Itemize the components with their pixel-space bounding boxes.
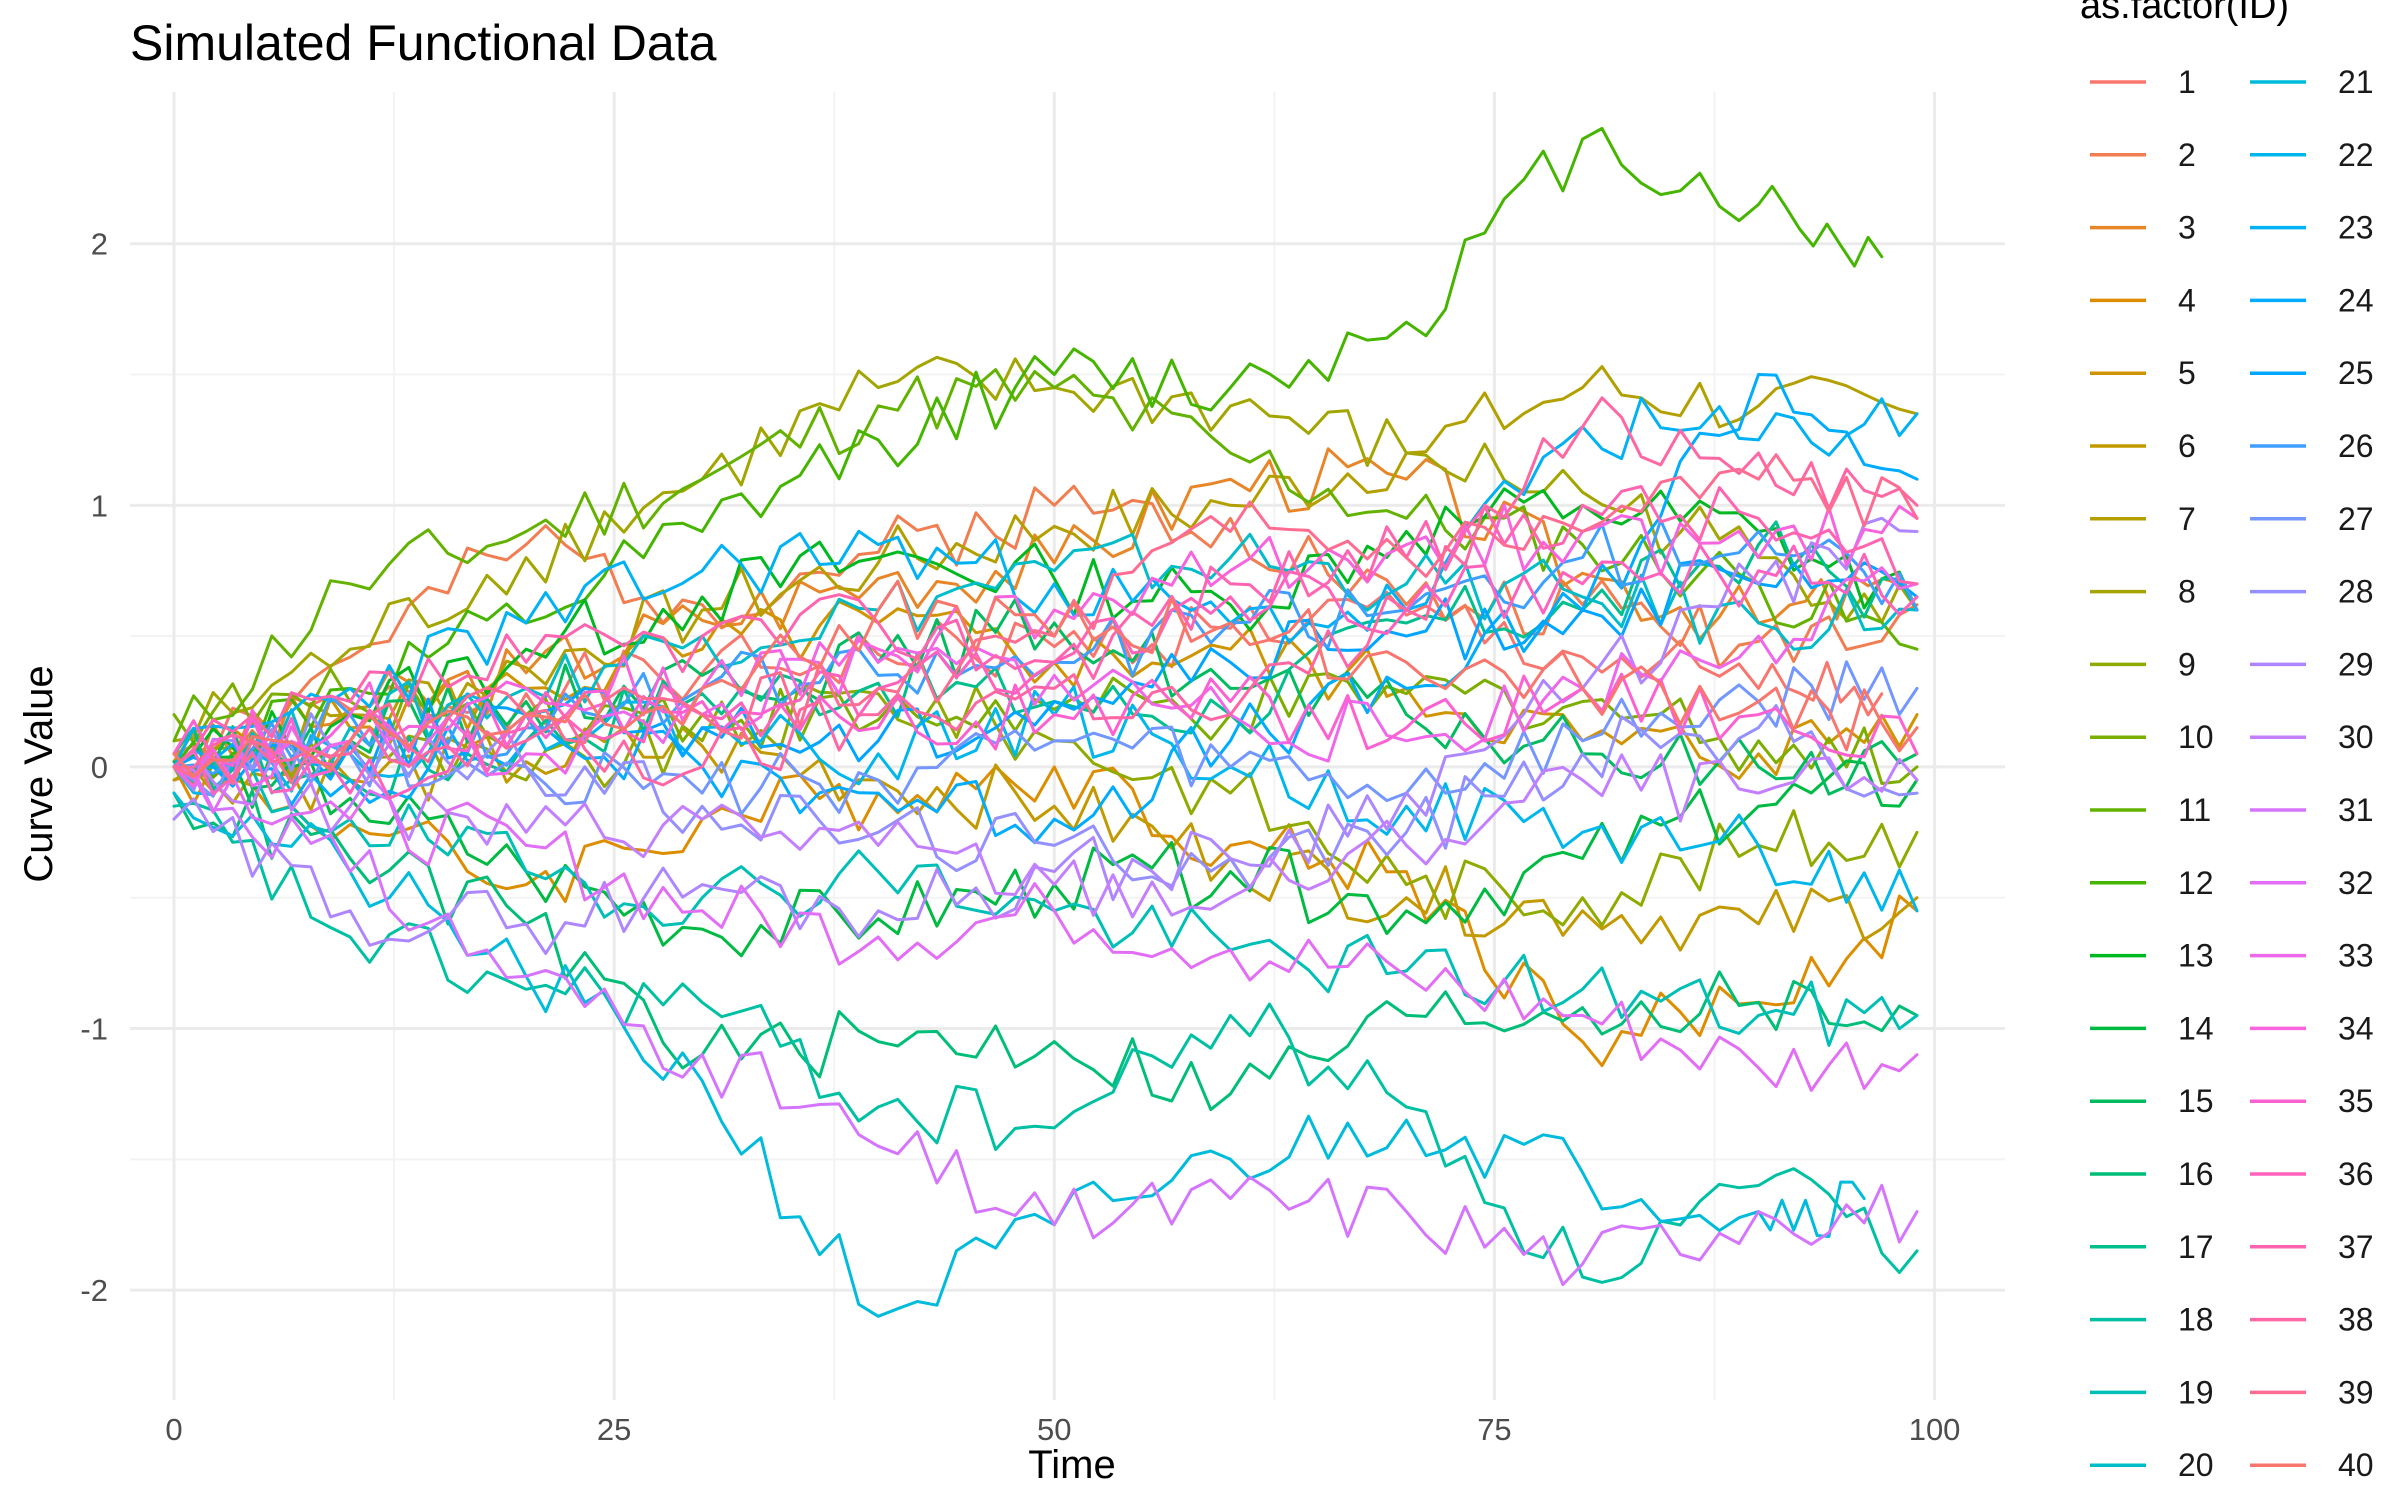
series-line-15 — [172, 598, 1919, 796]
legend-label-10: 10 — [2178, 719, 2214, 755]
series-line-3 — [172, 447, 1901, 782]
series-line-25 — [172, 559, 1919, 788]
legend-label-30: 30 — [2338, 719, 2374, 755]
legend-label-29: 29 — [2338, 646, 2374, 682]
legend-label-5: 5 — [2178, 355, 2196, 391]
legend-label-20: 20 — [2178, 1447, 2214, 1483]
legend-label-17: 17 — [2178, 1229, 2214, 1265]
series-line-23 — [172, 396, 1919, 769]
legend-label-1: 1 — [2178, 64, 2196, 100]
y-tick-label: 1 — [91, 488, 108, 523]
legend-label-14: 14 — [2178, 1010, 2214, 1046]
legend-label-24: 24 — [2338, 282, 2374, 318]
legend-label-3: 3 — [2178, 210, 2196, 246]
grid — [130, 92, 2005, 1400]
series-line-34 — [172, 503, 1919, 788]
series-line-21 — [172, 791, 1866, 1318]
legend-label-31: 31 — [2338, 792, 2374, 828]
legend-label-32: 32 — [2338, 865, 2374, 901]
legend-label-38: 38 — [2338, 1302, 2374, 1338]
legend-label-23: 23 — [2338, 210, 2374, 246]
legend-label-9: 9 — [2178, 646, 2196, 682]
series-line-33 — [172, 566, 1919, 788]
series-line-1 — [172, 590, 1884, 757]
series-line-38 — [172, 396, 1919, 787]
y-tick-label: -2 — [80, 1273, 108, 1308]
legend-label-37: 37 — [2338, 1229, 2374, 1265]
legend: as.factor(ID) 12345678910111213141516171… — [2080, 0, 2374, 1483]
legend-label-36: 36 — [2338, 1156, 2374, 1192]
legend-label-18: 18 — [2178, 1302, 2214, 1338]
series-line-11 — [172, 368, 1919, 743]
series-line-31 — [172, 765, 1919, 1287]
legend-label-6: 6 — [2178, 428, 2196, 464]
series-line-18 — [172, 801, 1919, 1284]
chart-title: Simulated Functional Data — [130, 15, 717, 71]
series-line-12 — [172, 127, 1884, 779]
series-line-4 — [172, 762, 1919, 1068]
legend-label-16: 16 — [2178, 1156, 2214, 1192]
x-tick-label: 100 — [1909, 1412, 1961, 1447]
x-tick-label: 25 — [597, 1412, 631, 1447]
legend-label-13: 13 — [2178, 938, 2214, 974]
series-line-28 — [172, 704, 1919, 890]
legend-label-2: 2 — [2178, 137, 2196, 173]
y-axis-ticks: -2 -1 0 1 2 — [80, 227, 108, 1308]
legend-label-25: 25 — [2338, 355, 2374, 391]
series-line-40 — [172, 579, 1919, 778]
series-line-24 — [172, 373, 1919, 845]
series-line-2 — [172, 484, 1919, 782]
legend-label-19: 19 — [2178, 1374, 2214, 1410]
y-axis-title: Curve Value — [17, 665, 61, 882]
x-tick-label: 0 — [165, 1412, 182, 1447]
series-line-32 — [172, 765, 1919, 1092]
series-line-35 — [172, 672, 1919, 778]
x-tick-label: 75 — [1477, 1412, 1511, 1447]
legend-label-34: 34 — [2338, 1010, 2374, 1046]
y-tick-label: -1 — [80, 1012, 108, 1047]
legend-label-22: 22 — [2338, 137, 2374, 173]
legend-label-26: 26 — [2338, 428, 2374, 464]
series-line-37 — [172, 485, 1919, 769]
y-tick-label: 2 — [91, 227, 108, 262]
legend-label-28: 28 — [2338, 574, 2374, 610]
legend-label-11: 11 — [2178, 792, 2211, 828]
series-line-30 — [172, 750, 1919, 919]
legend-title: as.factor(ID) — [2080, 0, 2289, 27]
legend-label-40: 40 — [2338, 1447, 2374, 1483]
x-axis-title: Time — [1028, 1443, 1115, 1487]
y-tick-label: 0 — [91, 750, 108, 785]
legend-label-7: 7 — [2178, 501, 2196, 537]
series-line-29 — [172, 516, 1919, 955]
legend-label-39: 39 — [2338, 1374, 2374, 1410]
legend-label-8: 8 — [2178, 574, 2196, 610]
legend-label-15: 15 — [2178, 1083, 2214, 1119]
legend-label-27: 27 — [2338, 501, 2374, 537]
x-axis-ticks: 0 25 50 75 100 — [165, 1412, 1960, 1447]
legend-label-35: 35 — [2338, 1083, 2374, 1119]
legend-label-33: 33 — [2338, 938, 2374, 974]
series-line-16 — [172, 789, 1919, 1112]
series-layer — [172, 127, 1919, 1318]
x-tick-label: 50 — [1037, 1412, 1071, 1447]
legend-label-4: 4 — [2178, 282, 2196, 318]
legend-label-12: 12 — [2178, 865, 2214, 901]
legend-label-21: 21 — [2338, 64, 2374, 100]
